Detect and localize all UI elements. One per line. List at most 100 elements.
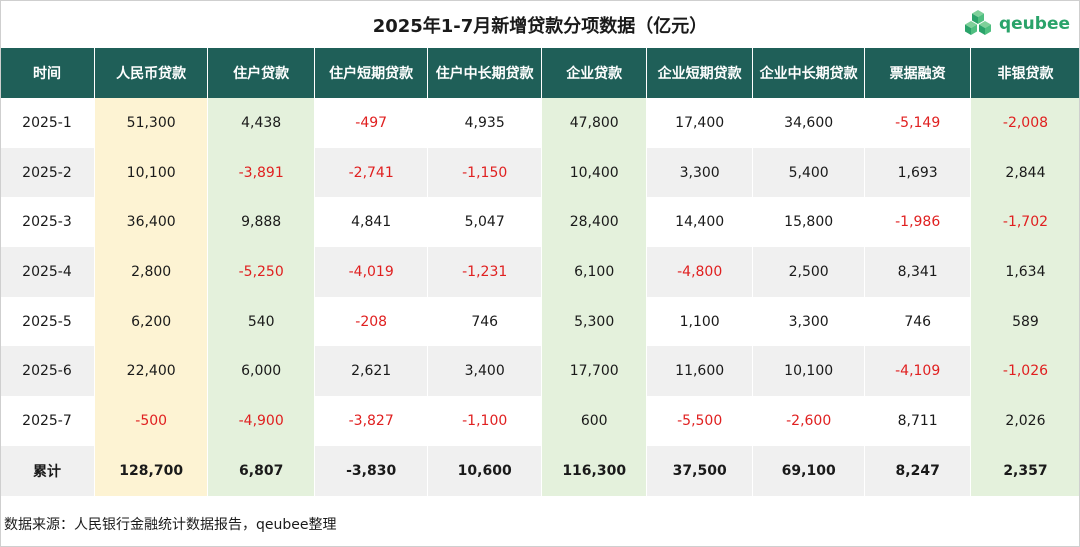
value-cell: 2,026 [970, 396, 1080, 446]
value-cell: 17,400 [646, 98, 753, 148]
table-row: 2025-2 10,100 -3,891 -2,741 -1,150 10,400 3,30… [0, 147, 1080, 198]
brand-logo: qeubee [963, 8, 1070, 40]
value-cell: 4,438 [207, 98, 315, 148]
value-cell: -4,900 [207, 396, 315, 446]
value-cell: 4,841 [314, 197, 429, 248]
value-cell: 589 [970, 296, 1080, 347]
title-bar: 2025年1-7月新增贷款分项数据（亿元） qeubee [0, 0, 1080, 48]
total-row: 累计 128,700 6,807 -3,830 10,600 116,300 37,500 6… [0, 445, 1080, 496]
column-header: 票据融资 [864, 48, 971, 98]
value-cell: 51,300 [94, 98, 209, 148]
value-cell: -4,109 [864, 346, 971, 397]
value-cell: 2,621 [314, 346, 429, 397]
column-header: 企业短期贷款 [646, 48, 753, 98]
value-cell: 28,400 [541, 197, 648, 248]
column-header: 住户短期贷款 [314, 48, 429, 98]
table-row: 2025-3 36,400 9,888 4,841 5,047 28,400 14,400 1… [0, 197, 1080, 248]
value-cell: -208 [314, 296, 429, 347]
value-cell: -5,250 [207, 247, 315, 297]
value-cell: -4,800 [646, 247, 753, 297]
value-cell: 3,300 [646, 147, 753, 198]
value-cell: 600 [541, 396, 648, 446]
table-row: 2025-6 22,400 6,000 2,621 3,400 17,700 11,600 1… [0, 346, 1080, 397]
row-label-cell: 2025-3 [0, 197, 95, 248]
row-label-cell: 2025-1 [0, 98, 95, 148]
value-cell: 1,100 [646, 296, 753, 347]
value-cell: 8,711 [864, 396, 971, 446]
value-cell: 34,600 [752, 98, 866, 148]
column-header: 住户贷款 [207, 48, 315, 98]
value-cell: -3,830 [314, 445, 429, 496]
table-body: 2025-1 51,300 4,438 -497 4,935 47,800 17,400 34… [0, 98, 1080, 496]
value-cell: 746 [864, 296, 971, 347]
row-label-cell: 2025-7 [0, 396, 95, 446]
value-cell: -1,100 [427, 396, 542, 446]
value-cell: -2,741 [314, 147, 429, 198]
value-cell: -5,149 [864, 98, 971, 148]
value-cell: 1,634 [970, 247, 1080, 297]
value-cell: 2,844 [970, 147, 1080, 198]
row-label-cell: 2025-2 [0, 147, 95, 198]
value-cell: 10,100 [94, 147, 209, 198]
value-cell: 8,341 [864, 247, 971, 297]
value-cell: 3,300 [752, 296, 866, 347]
value-cell: 6,000 [207, 346, 315, 397]
table-row: 2025-4 2,800 -5,250 -4,019 -1,231 6,100 -4,800… [0, 247, 1080, 297]
logo-text: qeubee [998, 14, 1070, 34]
value-cell: -1,150 [427, 147, 542, 198]
value-cell: 2,357 [970, 445, 1080, 496]
value-cell: 10,100 [752, 346, 866, 397]
table-row: 2025-1 51,300 4,438 -497 4,935 47,800 17,400 34… [0, 98, 1080, 148]
value-cell: 8,247 [864, 445, 971, 496]
value-cell: 540 [207, 296, 315, 347]
value-cell: 5,047 [427, 197, 542, 248]
value-cell: 22,400 [94, 346, 209, 397]
table-row: 2025-5 6,200 540 -208 746 5,300 1,100 3,300 746 5… [0, 296, 1080, 347]
value-cell: -1,026 [970, 346, 1080, 397]
value-cell: 6,807 [207, 445, 315, 496]
value-cell: -2,600 [752, 396, 866, 446]
data-source-note: 数据来源：人民银行金融统计数据报告，qeubee整理 [4, 517, 337, 533]
value-cell: 2,500 [752, 247, 866, 297]
value-cell: 116,300 [541, 445, 648, 496]
value-cell: 4,935 [427, 98, 542, 148]
value-cell: -1,231 [427, 247, 542, 297]
value-cell: 746 [427, 296, 542, 347]
value-cell: 3,400 [427, 346, 542, 397]
value-cell: 37,500 [646, 445, 753, 496]
column-header: 企业中长期贷款 [752, 48, 866, 98]
value-cell: -5,500 [646, 396, 753, 446]
row-label-cell: 2025-4 [0, 247, 95, 297]
row-label-cell: 累计 [0, 445, 95, 496]
header-row: 时间 人民币贷款 住户贷款 住户短期贷款 住户中长期贷款 企业贷款 企业短期贷款 企业中长期贷… [0, 48, 1080, 98]
value-cell: 2,800 [94, 247, 209, 297]
value-cell: -500 [94, 396, 209, 446]
value-cell: 14,400 [646, 197, 753, 248]
column-header: 住户中长期贷款 [427, 48, 542, 98]
value-cell: 9,888 [207, 197, 315, 248]
table-row: 2025-7 -500 -4,900 -3,827 -1,100 600 -5,500 -2,… [0, 396, 1080, 446]
value-cell: 47,800 [541, 98, 648, 148]
value-cell: 17,700 [541, 346, 648, 397]
value-cell: 15,800 [752, 197, 866, 248]
value-cell: 6,100 [541, 247, 648, 297]
table-title: 2025年1-7月新增贷款分项数据（亿元） [372, 16, 708, 37]
value-cell: 5,400 [752, 147, 866, 198]
column-header: 时间 [0, 48, 95, 98]
column-header: 企业贷款 [541, 48, 648, 98]
value-cell: 128,700 [94, 445, 209, 496]
value-cell: -3,891 [207, 147, 315, 198]
value-cell: -497 [314, 98, 429, 148]
column-header: 人民币贷款 [94, 48, 209, 98]
loan-data-table: 时间 人民币贷款 住户贷款 住户短期贷款 住户中长期贷款 企业贷款 企业短期贷款 企业中长期贷… [0, 48, 1080, 496]
column-header: 非银贷款 [970, 48, 1080, 98]
row-label-cell: 2025-6 [0, 346, 95, 397]
value-cell: 11,600 [646, 346, 753, 397]
value-cell: 1,693 [864, 147, 971, 198]
value-cell: 69,100 [752, 445, 866, 496]
value-cell: 36,400 [94, 197, 209, 248]
value-cell: 10,400 [541, 147, 648, 198]
value-cell: 6,200 [94, 296, 209, 347]
value-cell: 10,600 [427, 445, 542, 496]
value-cell: 5,300 [541, 296, 648, 347]
